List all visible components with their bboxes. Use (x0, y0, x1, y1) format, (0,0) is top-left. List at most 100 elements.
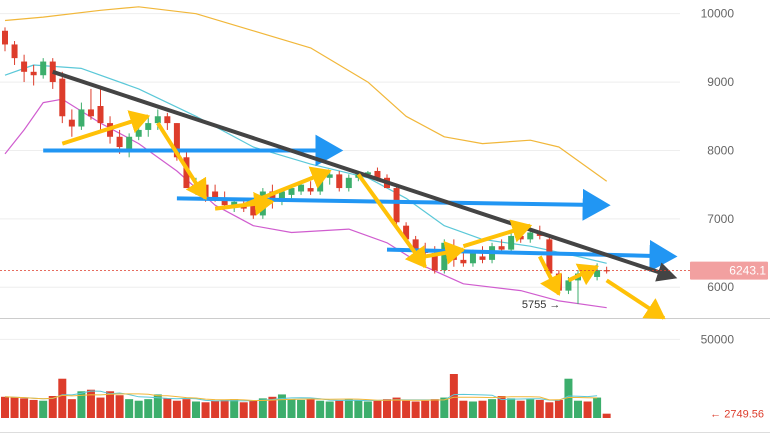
volume-tick-label: 50000 (701, 332, 735, 346)
bottom-border (0, 432, 770, 433)
candle (30, 64, 37, 86)
volume-bar (201, 402, 210, 418)
candle-body (250, 205, 257, 216)
candle (345, 174, 352, 192)
panel-divider (0, 318, 770, 319)
candle (21, 54, 28, 83)
current-price-tag (690, 261, 768, 280)
candle-body (154, 116, 161, 124)
volume-bar (497, 396, 506, 418)
volume-bar (77, 391, 86, 418)
volume-bar (20, 398, 29, 418)
volume-bars (1, 374, 611, 418)
volume-bar (373, 400, 382, 418)
candle-body (527, 232, 534, 240)
candle-body (173, 123, 180, 158)
candle-body (221, 198, 228, 206)
candle-body (393, 188, 400, 223)
volume-bar (545, 402, 554, 418)
candle-body (469, 253, 476, 264)
candle-body (508, 235, 515, 250)
upper-band-line (4, 6, 608, 182)
moving-average-lines (4, 6, 608, 309)
candle-body (403, 225, 410, 240)
volume-bar (230, 399, 239, 418)
candle-body (97, 106, 104, 124)
candle (126, 133, 133, 158)
candle-body (594, 270, 601, 277)
volume-bar (488, 399, 497, 418)
volume-bar (593, 397, 602, 418)
volume-bar (172, 400, 181, 418)
volume-bar (325, 401, 334, 418)
candle-body (565, 280, 572, 291)
candle-body (307, 188, 314, 192)
volume-bar (478, 400, 487, 418)
volume-value-marker: ← 2749.56 (710, 409, 764, 421)
volume-bar (344, 399, 353, 418)
volume-bar (402, 400, 411, 418)
volume-bar (192, 401, 200, 418)
candle-body (11, 44, 18, 59)
candle-body (68, 119, 75, 127)
volume-ma-short (4, 390, 598, 402)
price-tick-label: 6000 (707, 280, 734, 294)
candle (546, 235, 553, 277)
volume-bar (287, 399, 296, 418)
candle-body (126, 136, 133, 151)
candle-body (460, 259, 467, 264)
downtrend-line (52, 69, 678, 282)
volume-bar (144, 399, 153, 418)
volume-moving-averages (4, 390, 598, 402)
volume-bar (363, 401, 372, 418)
price-tick-label: 8000 (707, 143, 734, 157)
candles (2, 27, 610, 304)
candle-body (87, 109, 94, 117)
candle (307, 181, 314, 195)
volume-bar (96, 397, 105, 418)
support-arrow (176, 188, 611, 221)
price-axis: 10000 9000 8000 7000 6000 (701, 7, 735, 295)
price-tick-label: 7000 (707, 212, 734, 226)
volume-axis: 50000 (701, 332, 735, 346)
volume-bar (182, 399, 191, 418)
wave-arrow (156, 122, 208, 201)
candle-body (116, 136, 123, 148)
candle (2, 27, 8, 52)
volume-bar (383, 399, 391, 418)
volume-bar (239, 402, 248, 418)
volume-bar (115, 395, 124, 418)
lower-band-line (4, 98, 607, 309)
volume-bar (335, 400, 344, 418)
candle (393, 184, 400, 226)
wave-arrow (243, 166, 332, 208)
volume-bar (297, 399, 306, 418)
candle-body (517, 235, 524, 240)
wave-arrow (61, 110, 151, 146)
volume-bar (134, 400, 143, 418)
candle (508, 232, 515, 254)
volume-bar (106, 391, 115, 418)
volume-bar (48, 396, 57, 418)
candle-body (59, 78, 66, 117)
candle-body (374, 170, 381, 178)
volume-bar (277, 394, 286, 418)
candle-body (40, 61, 47, 76)
candle (11, 41, 18, 65)
candle-body (231, 201, 238, 206)
candle-body (21, 61, 28, 72)
candle (135, 123, 142, 141)
candle-body (135, 129, 142, 137)
candle-body (212, 191, 219, 199)
volume-bar (574, 400, 582, 418)
volume-bar (468, 401, 477, 418)
volume-bar (449, 374, 458, 418)
volume-bar (153, 394, 162, 418)
volume-bar (58, 378, 67, 418)
candle-body (603, 270, 610, 272)
price-tick-label: 9000 (707, 75, 734, 89)
candle-body (298, 184, 305, 192)
candle-body (479, 256, 486, 260)
